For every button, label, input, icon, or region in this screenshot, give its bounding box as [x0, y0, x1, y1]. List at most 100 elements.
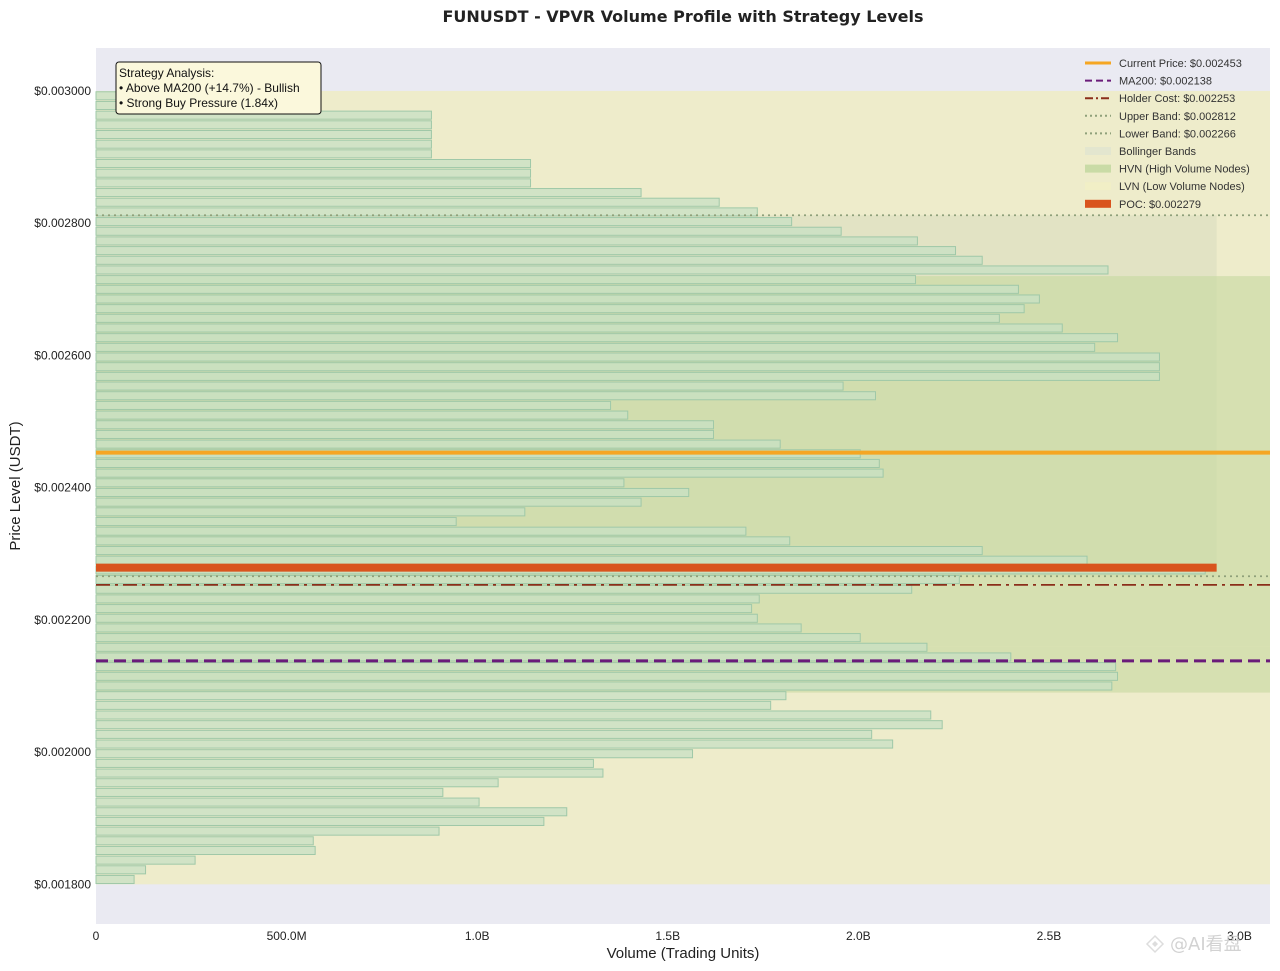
volume-bar — [95, 226, 842, 236]
volume-bar — [95, 304, 1025, 314]
volume-bar — [95, 478, 625, 488]
volume-bar — [95, 594, 760, 604]
y-tick-label: $0.002200 — [34, 613, 91, 627]
legend-label: Lower Band: $0.002266 — [1119, 128, 1236, 140]
y-axis-label: Price Level (USDT) — [7, 421, 24, 550]
volume-bar — [95, 275, 917, 285]
volume-bar — [95, 362, 1160, 372]
volume-bar — [95, 410, 629, 420]
volume-bar — [95, 439, 781, 449]
x-axis-ticks: 0 500.0M 1.0B 1.5B 2.0B 2.5B 3.0B — [93, 929, 1252, 943]
volume-bar — [95, 391, 876, 401]
volume-bar — [95, 855, 196, 865]
volume-bar — [95, 120, 432, 130]
strategy-annotation: Strategy Analysis: • Above MA200 (+14.7%… — [115, 61, 322, 115]
volume-bar — [95, 371, 1160, 381]
volume-bar — [95, 294, 1040, 304]
watermark-text: @AI看盘 — [1170, 934, 1242, 955]
volume-bar — [95, 555, 1088, 565]
legend-swatch — [1085, 199, 1111, 208]
volume-bar — [95, 845, 316, 856]
annotation-line-2: • Above MA200 (+14.7%) - Bullish — [119, 81, 300, 95]
chart-title: FUNUSDT - VPVR Volume Profile with Strat… — [442, 7, 923, 26]
volume-bar — [95, 178, 532, 188]
volume-bar — [95, 149, 432, 159]
x-tick-label: 2.0B — [846, 929, 871, 943]
volume-bar — [95, 400, 612, 410]
volume-bar — [95, 342, 1096, 352]
volume-bar — [95, 633, 861, 643]
volume-bar — [95, 749, 694, 759]
volume-bar — [95, 604, 753, 614]
x-tick-label: 500.0M — [267, 929, 307, 943]
volume-bar — [95, 739, 894, 749]
volume-bar — [95, 333, 1119, 343]
volume-bar — [95, 352, 1160, 362]
volume-bar — [95, 758, 594, 768]
annotation-line-1: Strategy Analysis: — [119, 66, 214, 80]
legend-swatch — [1085, 182, 1111, 191]
volume-bar — [95, 526, 747, 536]
volume-bar — [95, 584, 913, 594]
volume-bar — [95, 613, 758, 623]
volume-bar — [95, 720, 943, 730]
x-tick-label: 0 — [93, 929, 100, 943]
volume-bar — [95, 700, 772, 710]
x-axis-label: Volume (Trading Units) — [607, 945, 760, 962]
y-tick-label: $0.001800 — [34, 877, 91, 891]
y-tick-label: $0.003000 — [34, 84, 91, 98]
volume-bar — [95, 420, 714, 430]
volume-bar — [95, 497, 642, 507]
x-tick-label: 2.5B — [1037, 929, 1062, 943]
volume-bar — [95, 313, 1000, 323]
volume-bar — [95, 729, 873, 739]
volume-bar — [95, 778, 499, 788]
annotation-box — [115, 61, 322, 115]
volume-bar — [95, 255, 983, 265]
volume-bar — [95, 516, 457, 527]
volume-bar — [95, 536, 791, 546]
x-tick-label: 1.5B — [655, 929, 680, 943]
volume-bar — [95, 129, 432, 140]
volume-bar — [95, 468, 884, 478]
legend-label: HVN (High Volume Nodes) — [1119, 164, 1250, 176]
volume-bar — [95, 826, 440, 836]
volume-bar — [95, 507, 526, 517]
volume-bar — [95, 671, 1119, 681]
volume-bar — [95, 236, 918, 246]
volume-bar — [95, 381, 844, 391]
volume-bar — [95, 197, 720, 207]
annotation-line-3: • Strong Buy Pressure (1.84x) — [119, 96, 278, 110]
volume-bar — [95, 168, 532, 178]
volume-bar — [95, 323, 1063, 333]
volume-bar — [95, 797, 480, 807]
volume-bar — [95, 836, 314, 846]
legend-swatch — [1085, 164, 1111, 173]
legend-label: Holder Cost: $0.002253 — [1119, 93, 1235, 105]
volume-bar — [95, 768, 604, 778]
volume-bar — [95, 217, 793, 227]
volume-bar — [95, 681, 1113, 691]
volume-bar — [95, 284, 1019, 294]
volume-bar — [95, 139, 432, 149]
legend: Current Price: $0.002453 MA200: $0.002138… — [1085, 58, 1250, 211]
poc-bar — [96, 563, 1217, 572]
watermark-logo-icon — [1145, 934, 1165, 954]
volume-bar — [95, 575, 960, 585]
legend-label: Bollinger Bands — [1119, 146, 1197, 158]
y-axis-ticks: $0.001800 $0.002000 $0.002200 $0.002400 $0.0… — [34, 84, 91, 891]
volume-bar — [95, 816, 545, 826]
volume-bar — [95, 246, 957, 256]
volume-bar — [95, 546, 983, 556]
volume-bar — [95, 662, 1117, 672]
legend-swatch — [1085, 147, 1111, 155]
volume-bar — [95, 458, 880, 469]
y-tick-label: $0.002600 — [34, 348, 91, 362]
volume-bar — [95, 787, 444, 797]
legend-label: POC: $0.002279 — [1119, 199, 1201, 211]
volume-bar — [95, 623, 802, 633]
volume-bar — [95, 807, 568, 817]
x-tick-label: 3.0B — [1227, 929, 1252, 943]
volume-bar — [95, 188, 642, 198]
